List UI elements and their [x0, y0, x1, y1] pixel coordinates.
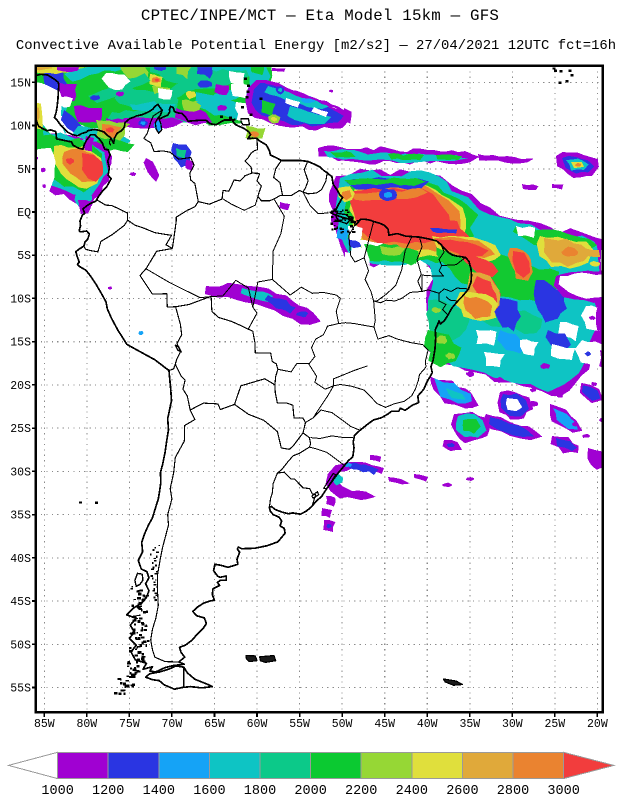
- svg-text:1000: 1000: [41, 784, 73, 799]
- svg-text:CPTEC/INPE/MCT — Eta Model 15: CPTEC/INPE/MCT — Eta Model 15km — GFS: [141, 7, 499, 25]
- svg-text:25S: 25S: [10, 423, 31, 436]
- svg-text:35S: 35S: [10, 510, 31, 523]
- svg-text:75W: 75W: [119, 718, 140, 731]
- svg-text:85W: 85W: [34, 718, 55, 731]
- svg-text:2400: 2400: [396, 784, 428, 799]
- svg-text:55S: 55S: [10, 683, 31, 696]
- svg-text:20S: 20S: [10, 380, 31, 393]
- svg-text:60W: 60W: [247, 718, 268, 731]
- svg-text:2200: 2200: [345, 784, 377, 799]
- svg-text:EQ: EQ: [17, 207, 31, 220]
- svg-text:15S: 15S: [10, 337, 31, 350]
- svg-text:40S: 40S: [10, 553, 31, 566]
- svg-text:5S: 5S: [17, 250, 31, 263]
- svg-text:40W: 40W: [417, 718, 438, 731]
- svg-text:1600: 1600: [193, 784, 225, 799]
- svg-text:30W: 30W: [502, 718, 523, 731]
- svg-text:2000: 2000: [294, 784, 326, 799]
- svg-text:10S: 10S: [10, 293, 31, 306]
- svg-text:65W: 65W: [204, 718, 225, 731]
- svg-text:1400: 1400: [143, 784, 175, 799]
- svg-text:1200: 1200: [92, 784, 124, 799]
- svg-text:20W: 20W: [587, 718, 608, 731]
- svg-text:55W: 55W: [289, 718, 310, 731]
- svg-text:45W: 45W: [374, 718, 395, 731]
- svg-text:70W: 70W: [162, 718, 183, 731]
- svg-text:2600: 2600: [446, 784, 478, 799]
- svg-text:35W: 35W: [459, 718, 480, 731]
- svg-text:50S: 50S: [10, 639, 31, 652]
- svg-text:15N: 15N: [10, 77, 31, 90]
- svg-text:2800: 2800: [497, 784, 529, 799]
- svg-text:80W: 80W: [76, 718, 97, 731]
- svg-text:25W: 25W: [544, 718, 565, 731]
- svg-text:5N: 5N: [17, 164, 31, 177]
- svg-text:45S: 45S: [10, 596, 31, 609]
- svg-text:1800: 1800: [244, 784, 276, 799]
- svg-text:10N: 10N: [10, 121, 31, 134]
- svg-text:3000: 3000: [547, 784, 579, 799]
- svg-text:50W: 50W: [332, 718, 353, 731]
- svg-text:Convective Available Potential: Convective Available Potential Energy [m…: [16, 38, 616, 54]
- svg-text:30S: 30S: [10, 466, 31, 479]
